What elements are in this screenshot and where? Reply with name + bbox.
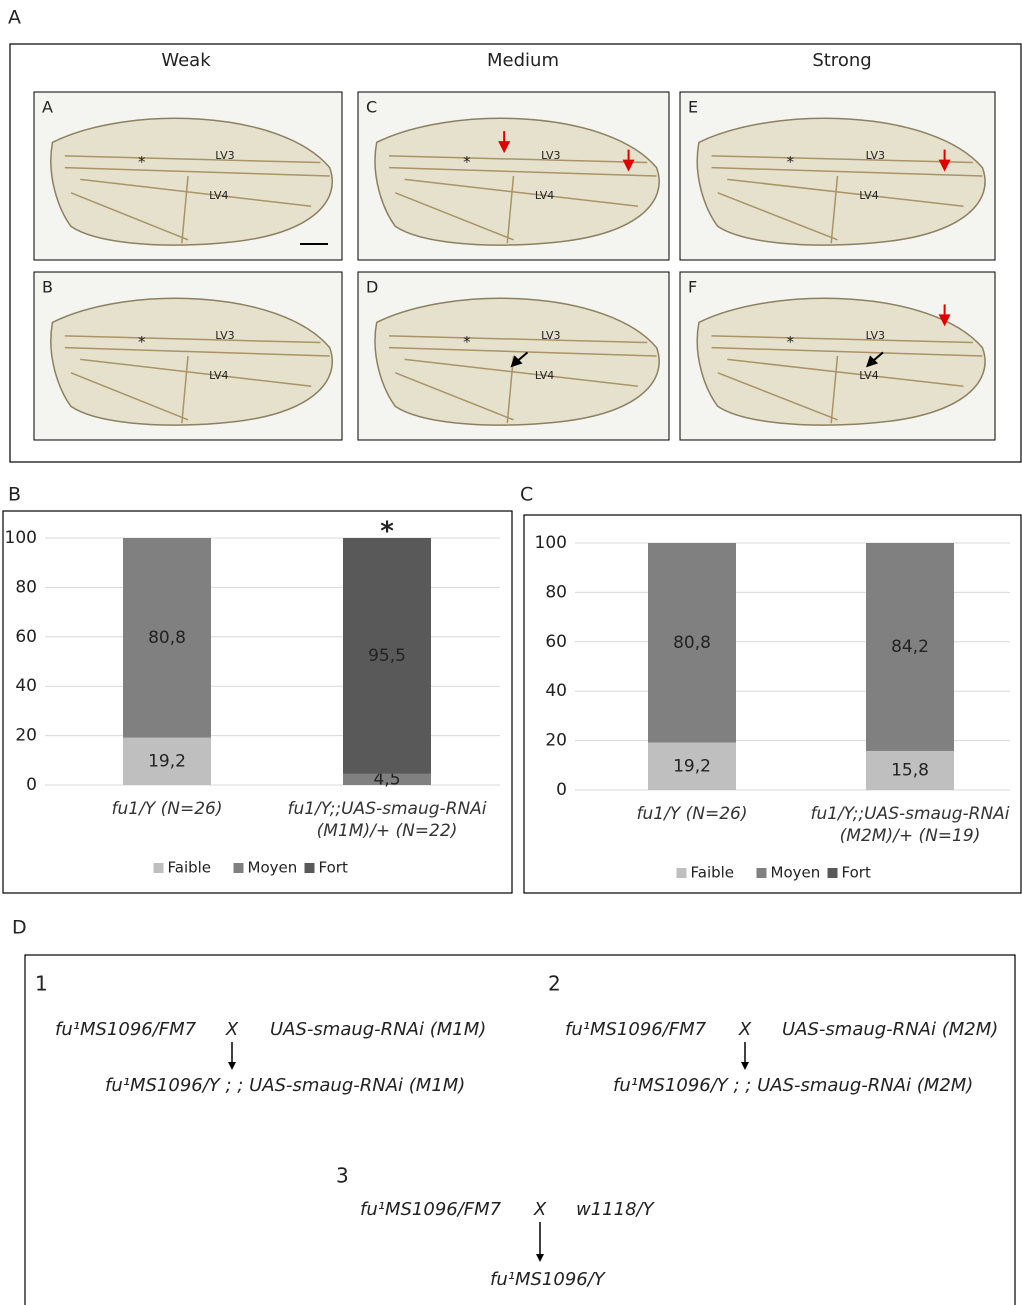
y-tick-label: 0 [556,780,567,800]
panel-letter: C [520,484,533,506]
male-genotype: UAS-smaug-RNAi (M1M) [270,1019,486,1040]
legend-label: Moyen [248,859,298,877]
legend-swatch [828,868,838,878]
marker: * [138,333,146,351]
image-letter: C [366,98,377,117]
value-label: 80,8 [673,633,711,653]
cross-number: 1 [35,972,48,996]
value-label: 19,2 [148,751,186,771]
cross-arrow-head [741,1062,749,1070]
vein-label: LV3 [866,149,885,162]
panel-d-frame [25,955,1015,1305]
marker: * [138,153,146,171]
legend-swatch [677,868,687,878]
cross-number: 2 [548,972,561,996]
column-header: Strong [812,50,871,71]
value-label: 84,2 [891,637,929,657]
image-letter: E [688,98,698,117]
y-tick-label: 0 [26,775,37,795]
cross-arrow-head [536,1254,544,1262]
image-letter: B [42,278,53,297]
vein-label: LV4 [535,189,554,202]
legend-swatch [154,863,164,873]
image-letter: D [366,278,378,297]
x-tick-label: fu1/Y;;UAS-smaug-RNAi (M2M)/+ (N=19) [790,803,1022,847]
legend-label: Faible [168,859,212,877]
figure: A B C D Weak Medium Strong A * LV3 LV4 B * LV3 LV4 C * LV… [0,0,1022,1305]
vein-label: LV3 [866,329,885,342]
value-label: 19,2 [673,756,711,776]
vein-label: LV4 [859,369,878,382]
y-tick-label: 100 [5,528,37,548]
legend-label: Fort [319,859,348,877]
panel-letter: A [8,7,21,29]
vein-label: LV4 [535,369,554,382]
image-letter: F [688,278,697,297]
y-tick-label: 20 [545,731,567,751]
cross-symbol: X [533,1199,547,1220]
marker: * [463,153,471,171]
legend-swatch [305,863,315,873]
offspring-genotype: fu¹MS1096/Y [490,1269,607,1290]
y-tick-label: 60 [545,632,567,652]
vein-label: LV3 [215,149,234,162]
marker: * [463,333,471,351]
y-tick-label: 20 [15,726,37,746]
vein-label: LV4 [209,189,228,202]
offspring-genotype: fu¹MS1096/Y ; ; UAS-smaug-RNAi (M1M) [105,1075,465,1096]
panel-letter: D [12,917,27,939]
legend-label: Faible [691,864,735,882]
legend-swatch [757,868,767,878]
y-tick-label: 80 [15,577,37,597]
column-header: Weak [161,50,211,71]
legend-label: Moyen [771,864,821,882]
female-genotype: fu¹MS1096/FM7 [55,1019,197,1040]
annotation: * [380,517,394,547]
legend-swatch [234,863,244,873]
cross-symbol: X [225,1019,239,1040]
offspring-genotype: fu¹MS1096/Y ; ; UAS-smaug-RNAi (M2M) [613,1075,973,1096]
value-label: 95,5 [368,646,406,666]
y-tick-label: 60 [15,627,37,647]
marker: * [787,333,795,351]
x-tick-label: fu1/Y (N=26) [47,798,287,820]
female-genotype: fu¹MS1096/FM7 [360,1199,502,1220]
female-genotype: fu¹MS1096/FM7 [565,1019,707,1040]
male-genotype: w1118/Y [576,1199,656,1220]
vein-label: LV3 [541,329,560,342]
legend-label: Fort [842,864,871,882]
y-tick-label: 80 [545,582,567,602]
column-header: Medium [487,50,559,71]
vein-label: LV4 [859,189,878,202]
image-letter: A [42,98,53,117]
vein-label: LV4 [209,369,228,382]
cross-number: 3 [336,1164,349,1188]
vein-label: LV3 [215,329,234,342]
y-tick-label: 40 [15,676,37,696]
panel-letter: B [8,484,21,506]
value-label: 80,8 [148,628,186,648]
male-genotype: UAS-smaug-RNAi (M2M) [782,1019,998,1040]
y-tick-label: 100 [535,533,567,553]
y-tick-label: 40 [545,681,567,701]
x-tick-label: fu1/Y (N=26) [572,803,812,825]
figure-canvas: A B C D Weak Medium Strong A * LV3 LV4 B * LV3 LV4 C * LV… [0,0,1022,1305]
cross-arrow-head [228,1062,236,1070]
x-tick-label: fu1/Y;;UAS-smaug-RNAi (M1M)/+ (N=22) [267,798,507,842]
marker: * [787,153,795,171]
vein-label: LV3 [541,149,560,162]
value-label: 15,8 [891,760,929,780]
cross-symbol: X [738,1019,752,1040]
